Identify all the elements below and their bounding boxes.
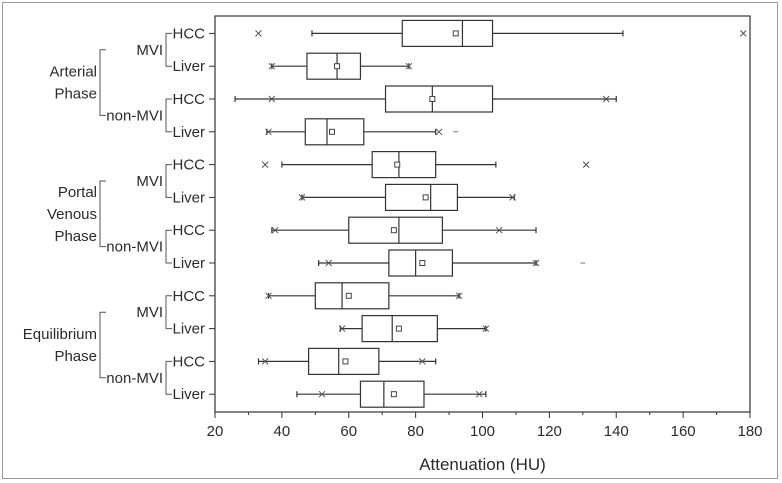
box-iqr xyxy=(314,282,390,310)
phase-label-line: Phase xyxy=(54,348,97,365)
mean-marker xyxy=(395,325,402,332)
boxes-layer xyxy=(234,19,747,408)
phase-label-line: Venous xyxy=(47,206,97,223)
minmax-marker xyxy=(418,358,426,365)
minmax-marker xyxy=(265,128,272,136)
minmax-marker xyxy=(495,226,503,234)
phase-bracket xyxy=(99,49,106,116)
box-iqr xyxy=(401,19,494,47)
minmax-marker xyxy=(602,95,610,103)
row-label: Liver xyxy=(172,189,205,206)
minmax-marker xyxy=(261,358,269,365)
phase-label: Portal Venous Phase xyxy=(47,184,97,245)
minmax-marker xyxy=(318,390,326,398)
x-tick-label: 160 xyxy=(671,423,696,440)
box-iqr xyxy=(306,52,362,80)
minmax-marker xyxy=(255,30,262,37)
x-tick-label: 100 xyxy=(470,423,495,440)
subgroup-label: non-MVI xyxy=(106,370,163,387)
labels-layer: HCC Liver MVI HCC Liver non-MVI Arterial Phase H… xyxy=(23,25,205,403)
row-label: HCC xyxy=(173,25,206,42)
phase-label: Equilibrium Phase xyxy=(23,326,97,365)
minmax-marker xyxy=(338,325,346,332)
mean-marker xyxy=(342,358,349,365)
subgroup-bracket xyxy=(165,164,172,198)
x-tick-label: 20 xyxy=(207,423,224,440)
row-label: Liver xyxy=(172,124,205,141)
phase-label-line: Arterial xyxy=(49,64,97,81)
x-tick-label: 80 xyxy=(407,423,424,440)
minmax-marker xyxy=(455,292,463,300)
mean-marker xyxy=(390,391,397,398)
row-label: Liver xyxy=(172,321,205,338)
minmax-marker xyxy=(268,62,276,70)
x-tick-label: 40 xyxy=(274,423,291,440)
box-iqr xyxy=(371,151,437,179)
row-label: Liver xyxy=(172,58,205,75)
subgroup-label: MVI xyxy=(136,304,163,321)
row-label: Liver xyxy=(172,255,205,272)
subgroup-bracket xyxy=(165,360,172,395)
x-tick-label: 60 xyxy=(340,423,357,440)
subgroup-bracket xyxy=(165,229,172,264)
box-iqr xyxy=(384,85,494,113)
phase-bracket xyxy=(99,311,106,379)
subgroup-label: MVI xyxy=(136,173,163,190)
subgroup-bracket xyxy=(165,295,172,330)
mean-marker xyxy=(334,63,341,70)
phase-label-line: Phase xyxy=(54,228,97,245)
mean-marker xyxy=(419,260,426,266)
phase-label-line: Equilibrium xyxy=(23,326,97,343)
minmax-marker xyxy=(482,325,490,332)
subgroup-bracket xyxy=(165,32,172,67)
mean-marker xyxy=(422,194,429,201)
subgroup-bracket xyxy=(165,98,172,133)
minmax-marker xyxy=(265,292,272,300)
plot-area-border xyxy=(214,15,751,413)
row-label: Liver xyxy=(172,386,205,403)
mean-marker xyxy=(429,96,436,102)
subgroup-label: non-MVI xyxy=(106,107,163,124)
x-tick-label: 140 xyxy=(604,423,629,440)
minmax-marker xyxy=(532,259,540,267)
minmax-marker xyxy=(325,259,333,267)
minmax-marker xyxy=(475,390,483,398)
minmax-marker xyxy=(435,128,443,136)
mean-marker xyxy=(390,227,397,234)
phase-label-line: Phase xyxy=(54,86,97,103)
mean-marker xyxy=(329,128,336,135)
minmax-marker xyxy=(268,95,276,103)
x-axis-title: Attenuation (HU) xyxy=(419,455,546,474)
row-label: HCC xyxy=(173,157,206,174)
phase-label: Arterial Phase xyxy=(49,64,97,103)
box-iqr xyxy=(384,183,459,211)
row-label: HCC xyxy=(173,91,206,108)
minmax-marker xyxy=(271,226,279,234)
minmax-marker xyxy=(405,62,413,70)
phase-label-line: Portal xyxy=(58,184,97,201)
mean-marker xyxy=(394,161,401,168)
subgroup-label: non-MVI xyxy=(106,239,163,256)
row-label: HCC xyxy=(173,222,206,239)
minmax-marker xyxy=(298,194,306,201)
x-tick-label: 120 xyxy=(537,423,562,440)
minmax-marker xyxy=(509,194,516,201)
phase-bracket xyxy=(99,180,106,248)
minmax-marker xyxy=(582,161,590,168)
subgroup-label: MVI xyxy=(136,42,163,59)
row-label: HCC xyxy=(173,353,206,370)
axes-layer: 20 40 60 80 100 120 140 160 180 xyxy=(207,15,763,440)
mean-marker xyxy=(452,30,459,37)
minmax-marker xyxy=(261,161,269,168)
mean-marker xyxy=(345,292,352,299)
x-tick-label: 180 xyxy=(737,423,762,440)
row-label: HCC xyxy=(173,288,206,305)
minmax-marker xyxy=(739,30,747,37)
